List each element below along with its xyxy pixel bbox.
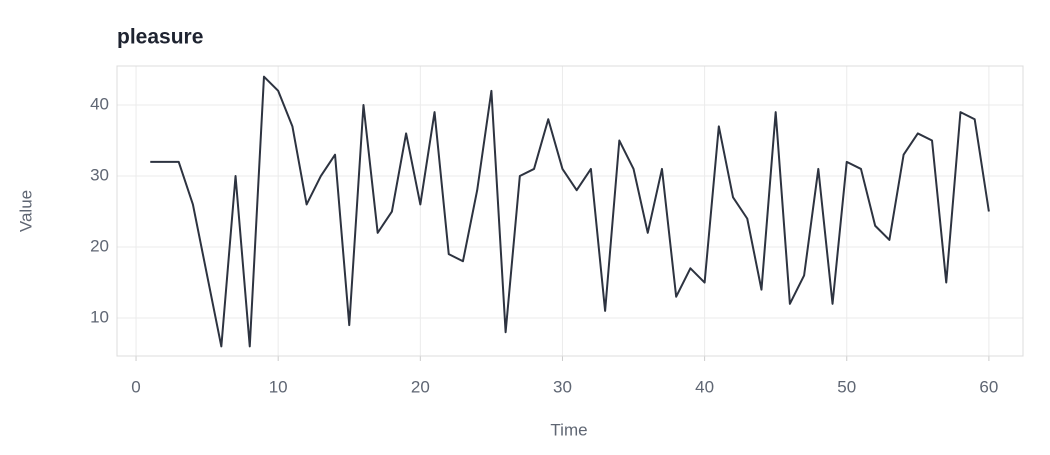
y-tick-label: 40 xyxy=(90,95,109,114)
y-axis-label: Value xyxy=(16,190,35,232)
x-tick-label: 10 xyxy=(269,377,288,396)
y-tick-label: 10 xyxy=(90,308,109,327)
y-tick-label: 30 xyxy=(90,166,109,185)
x-tick-label: 40 xyxy=(695,377,714,396)
x-tick-label: 20 xyxy=(411,377,430,396)
y-tick-label: 20 xyxy=(90,237,109,256)
x-tick-label: 30 xyxy=(553,377,572,396)
plot-border xyxy=(116,65,1024,357)
x-tick-label: 0 xyxy=(131,377,140,396)
line xyxy=(150,75,990,348)
x-tick-label: 50 xyxy=(837,377,856,396)
x-axis-label: Time xyxy=(550,420,587,439)
chart-title: pleasure xyxy=(117,26,203,49)
x-tick-label: 60 xyxy=(979,377,998,396)
